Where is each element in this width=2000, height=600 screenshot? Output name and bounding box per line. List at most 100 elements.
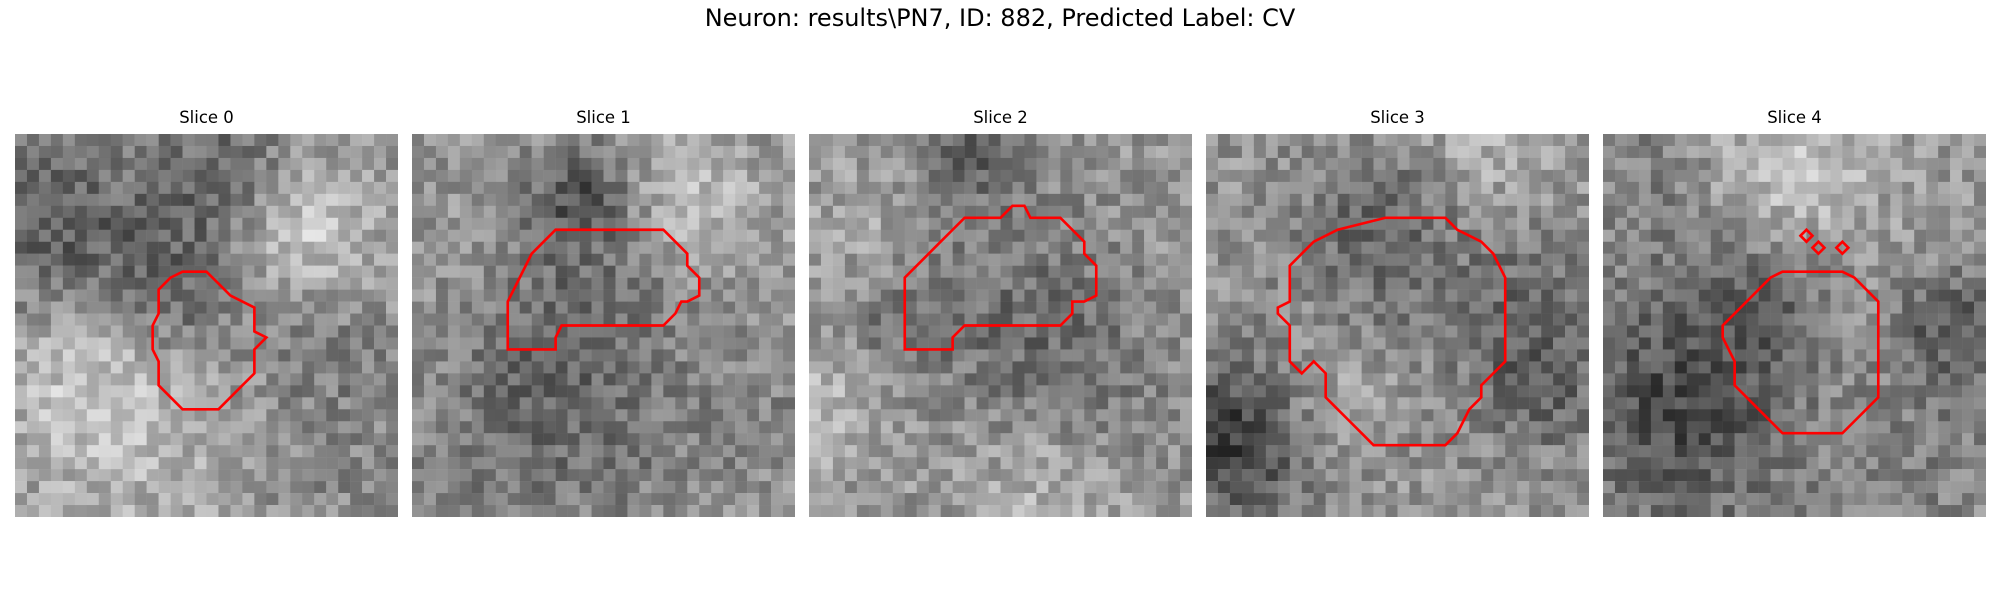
image-pixel xyxy=(1553,505,1565,517)
image-pixel xyxy=(1505,397,1517,409)
image-pixel xyxy=(218,242,230,254)
image-pixel xyxy=(147,493,159,505)
image-pixel xyxy=(350,337,362,349)
image-pixel xyxy=(1266,254,1278,266)
image-pixel xyxy=(1914,385,1926,397)
image-pixel xyxy=(1711,421,1723,433)
image-pixel xyxy=(989,421,1001,433)
image-pixel xyxy=(833,194,845,206)
image-pixel xyxy=(711,170,723,182)
image-pixel xyxy=(845,134,857,146)
image-pixel xyxy=(496,146,508,158)
image-pixel xyxy=(941,218,953,230)
image-pixel xyxy=(520,278,532,290)
image-pixel xyxy=(953,445,965,457)
image-pixel xyxy=(266,146,278,158)
image-pixel xyxy=(809,421,821,433)
image-pixel xyxy=(1108,337,1120,349)
image-pixel xyxy=(1795,337,1807,349)
image-pixel xyxy=(869,218,881,230)
image-pixel xyxy=(1553,397,1565,409)
image-pixel xyxy=(508,230,520,242)
image-pixel xyxy=(1842,134,1854,146)
image-pixel xyxy=(615,433,627,445)
image-pixel xyxy=(63,326,75,338)
image-pixel xyxy=(1314,158,1326,170)
image-pixel xyxy=(1866,194,1878,206)
image-pixel xyxy=(1938,218,1950,230)
image-pixel xyxy=(929,326,941,338)
image-pixel xyxy=(1374,194,1386,206)
image-pixel xyxy=(1950,349,1962,361)
image-pixel xyxy=(1001,146,1013,158)
image-pixel xyxy=(1505,457,1517,469)
image-pixel xyxy=(1278,134,1290,146)
image-pixel xyxy=(929,206,941,218)
image-pixel xyxy=(1687,182,1699,194)
image-pixel xyxy=(424,373,436,385)
image-pixel xyxy=(1962,218,1974,230)
image-pixel xyxy=(147,146,159,158)
image-pixel xyxy=(424,349,436,361)
image-pixel xyxy=(338,433,350,445)
image-pixel xyxy=(1060,194,1072,206)
image-pixel xyxy=(218,445,230,457)
image-pixel xyxy=(556,242,568,254)
image-pixel xyxy=(111,242,123,254)
image-pixel xyxy=(1723,278,1735,290)
image-pixel xyxy=(1084,266,1096,278)
slice-panel-1: Slice 1 xyxy=(412,100,795,525)
image-pixel xyxy=(207,242,219,254)
image-pixel xyxy=(1206,278,1218,290)
image-pixel xyxy=(147,409,159,421)
image-pixel xyxy=(1433,218,1445,230)
image-pixel xyxy=(783,385,795,397)
image-pixel xyxy=(1747,326,1759,338)
image-pixel xyxy=(1108,206,1120,218)
image-pixel xyxy=(314,361,326,373)
image-pixel xyxy=(833,337,845,349)
image-pixel xyxy=(929,146,941,158)
image-pixel xyxy=(627,385,639,397)
image-pixel xyxy=(1926,146,1938,158)
image-pixel xyxy=(759,158,771,170)
image-pixel xyxy=(386,433,398,445)
image-pixel xyxy=(1374,314,1386,326)
image-pixel xyxy=(290,337,302,349)
image-pixel xyxy=(1144,457,1156,469)
image-pixel xyxy=(1830,290,1842,302)
image-pixel xyxy=(350,206,362,218)
image-pixel xyxy=(1156,194,1168,206)
image-pixel xyxy=(326,326,338,338)
image-pixel xyxy=(592,290,604,302)
image-pixel xyxy=(27,349,39,361)
image-pixel xyxy=(1878,385,1890,397)
image-pixel xyxy=(893,409,905,421)
image-pixel xyxy=(1747,349,1759,361)
image-pixel xyxy=(592,218,604,230)
image-pixel xyxy=(1577,397,1589,409)
image-pixel xyxy=(881,421,893,433)
image-pixel xyxy=(1144,254,1156,266)
image-pixel xyxy=(207,170,219,182)
image-pixel xyxy=(1096,469,1108,481)
image-pixel xyxy=(1206,469,1218,481)
image-pixel xyxy=(1663,314,1675,326)
image-pixel xyxy=(171,230,183,242)
image-pixel xyxy=(1950,314,1962,326)
image-pixel xyxy=(326,349,338,361)
image-pixel xyxy=(1132,349,1144,361)
image-pixel xyxy=(556,158,568,170)
image-pixel xyxy=(1072,481,1084,493)
image-pixel xyxy=(1842,170,1854,182)
image-pixel xyxy=(159,182,171,194)
image-pixel xyxy=(723,182,735,194)
image-pixel xyxy=(675,230,687,242)
image-pixel xyxy=(1168,469,1180,481)
image-pixel xyxy=(532,433,544,445)
image-pixel xyxy=(412,314,424,326)
image-pixel xyxy=(1902,278,1914,290)
image-pixel xyxy=(809,397,821,409)
image-pixel xyxy=(893,230,905,242)
image-pixel xyxy=(771,421,783,433)
